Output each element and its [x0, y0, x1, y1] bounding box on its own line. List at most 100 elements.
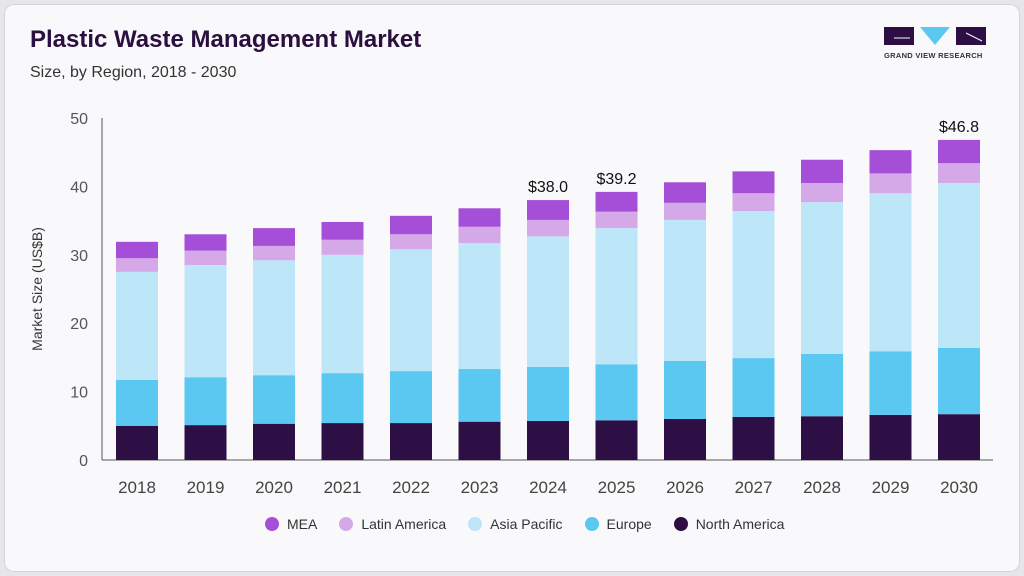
bar-segment-asia-pacific	[184, 265, 227, 378]
bar-segment-mea	[869, 150, 912, 174]
x-tick-label: 2022	[392, 478, 430, 497]
x-tick-label: 2026	[666, 478, 704, 497]
data-label: $38.0	[528, 179, 568, 196]
legend-label: North America	[695, 516, 785, 532]
legend-label: Europe	[606, 516, 652, 532]
x-tick-label: 2029	[872, 478, 910, 497]
y-tick-label: 20	[70, 316, 88, 333]
legend-swatch-icon	[468, 517, 483, 531]
bar-segment-asia-pacific	[458, 243, 501, 370]
y-tick-label: 10	[70, 385, 88, 402]
logo-mark-icon	[884, 27, 986, 45]
bar-segment-mea	[116, 241, 158, 259]
x-tick-label: 2021	[324, 478, 362, 497]
chart-subtitle: Size, by Region, 2018 - 2030	[30, 64, 237, 81]
bar-segment-mea	[732, 171, 775, 194]
bar-segment-asia-pacific	[390, 249, 432, 372]
bar-segment-latin-america	[664, 202, 706, 220]
bar-segment-europe	[595, 364, 638, 421]
x-tick-label: 2023	[461, 478, 499, 497]
x-tick-label: 2025	[598, 478, 636, 497]
legend-item: North America	[673, 516, 785, 532]
bar-segment-north-america	[253, 423, 295, 460]
data-label: $46.8	[939, 119, 979, 136]
bar-segment-north-america	[732, 416, 775, 460]
bar-segment-latin-america	[321, 239, 364, 255]
chart-legend: MEA Latin America Asia Pacific Europe North …	[265, 516, 784, 532]
bar-segment-europe	[253, 375, 295, 424]
bar-segment-mea	[321, 221, 364, 240]
bar-segment-europe	[869, 351, 912, 415]
bar-segment-latin-america	[595, 211, 638, 229]
bar-segment-mea	[801, 159, 843, 183]
legend-item: MEA	[265, 516, 317, 532]
x-tick-label: 2018	[118, 478, 156, 497]
logo-text: GRAND VIEW RESEARCH	[884, 51, 983, 60]
bar-segment-mea	[390, 215, 432, 235]
bar-segment-asia-pacific	[801, 202, 843, 354]
bar-segment-europe	[801, 353, 843, 417]
bar-segment-latin-america	[458, 226, 501, 244]
bar-segment-latin-america	[801, 182, 843, 203]
bar-segment-europe	[390, 371, 432, 424]
bar-segment-europe	[458, 369, 501, 422]
bar-segment-asia-pacific	[253, 260, 295, 376]
bar-segment-asia-pacific	[595, 228, 638, 365]
bar-segment-mea	[184, 234, 227, 251]
x-tick-label: 2027	[735, 478, 773, 497]
bar-segment-north-america	[116, 425, 158, 460]
legend-swatch-icon	[673, 517, 688, 531]
bar-segment-latin-america	[390, 234, 432, 250]
bar-segment-mea	[938, 139, 980, 164]
bar-segment-europe	[321, 373, 364, 424]
legend-item: Europe	[584, 516, 652, 532]
bar-segment-north-america	[801, 416, 843, 460]
bar-segment-north-america	[390, 423, 432, 460]
x-tick-label: 2030	[940, 478, 978, 497]
x-tick-label: 2020	[255, 478, 293, 497]
legend-label: Latin America	[361, 516, 447, 532]
bar-segment-latin-america	[116, 258, 158, 272]
bar-segment-asia-pacific	[321, 254, 364, 374]
bar-segment-north-america	[595, 420, 638, 460]
bar-segment-asia-pacific	[732, 211, 775, 359]
bar-segment-latin-america	[732, 193, 775, 212]
bar-segment-europe	[938, 347, 980, 415]
bar-segment-europe	[527, 366, 569, 422]
y-axis-label: Market Size (US$B)	[29, 227, 45, 351]
bar-segment-north-america	[869, 414, 912, 460]
bar-segment-europe	[184, 377, 227, 426]
bar-segment-mea	[253, 228, 295, 246]
legend-item: Latin America	[339, 516, 446, 532]
bar-segment-north-america	[458, 421, 501, 460]
y-tick-label: 50	[70, 111, 88, 128]
bar-segment-north-america	[664, 418, 706, 460]
bar-segment-mea	[527, 200, 569, 220]
bar-segment-north-america	[527, 421, 569, 460]
bar-segment-mea	[595, 191, 638, 212]
bar-segment-mea	[458, 208, 501, 227]
y-tick-label: 30	[70, 248, 88, 265]
grand-view-research-logo: GRAND VIEW RESEARCH	[884, 27, 986, 63]
bar-segment-asia-pacific	[938, 182, 980, 348]
bar-segment-latin-america	[869, 173, 912, 194]
y-tick-label: 0	[79, 453, 88, 470]
legend-item: Asia Pacific	[468, 516, 563, 532]
x-tick-label: 2028	[803, 478, 841, 497]
bar-segment-latin-america	[938, 163, 980, 183]
legend-label: Asia Pacific	[490, 516, 563, 532]
data-label: $39.2	[596, 171, 636, 188]
bar-segment-europe	[116, 379, 158, 426]
bar-segment-asia-pacific	[869, 193, 912, 352]
bar-segment-europe	[664, 360, 706, 419]
y-tick-label: 40	[70, 179, 88, 196]
bar-segment-asia-pacific	[527, 236, 569, 367]
legend-swatch-icon	[265, 517, 279, 531]
bar-segment-north-america	[184, 425, 227, 460]
bar-segment-mea	[664, 182, 706, 203]
legend-label: MEA	[287, 516, 318, 532]
bar-segment-north-america	[321, 423, 364, 460]
bar-segment-asia-pacific	[116, 271, 158, 380]
bar-segment-north-america	[938, 414, 980, 460]
